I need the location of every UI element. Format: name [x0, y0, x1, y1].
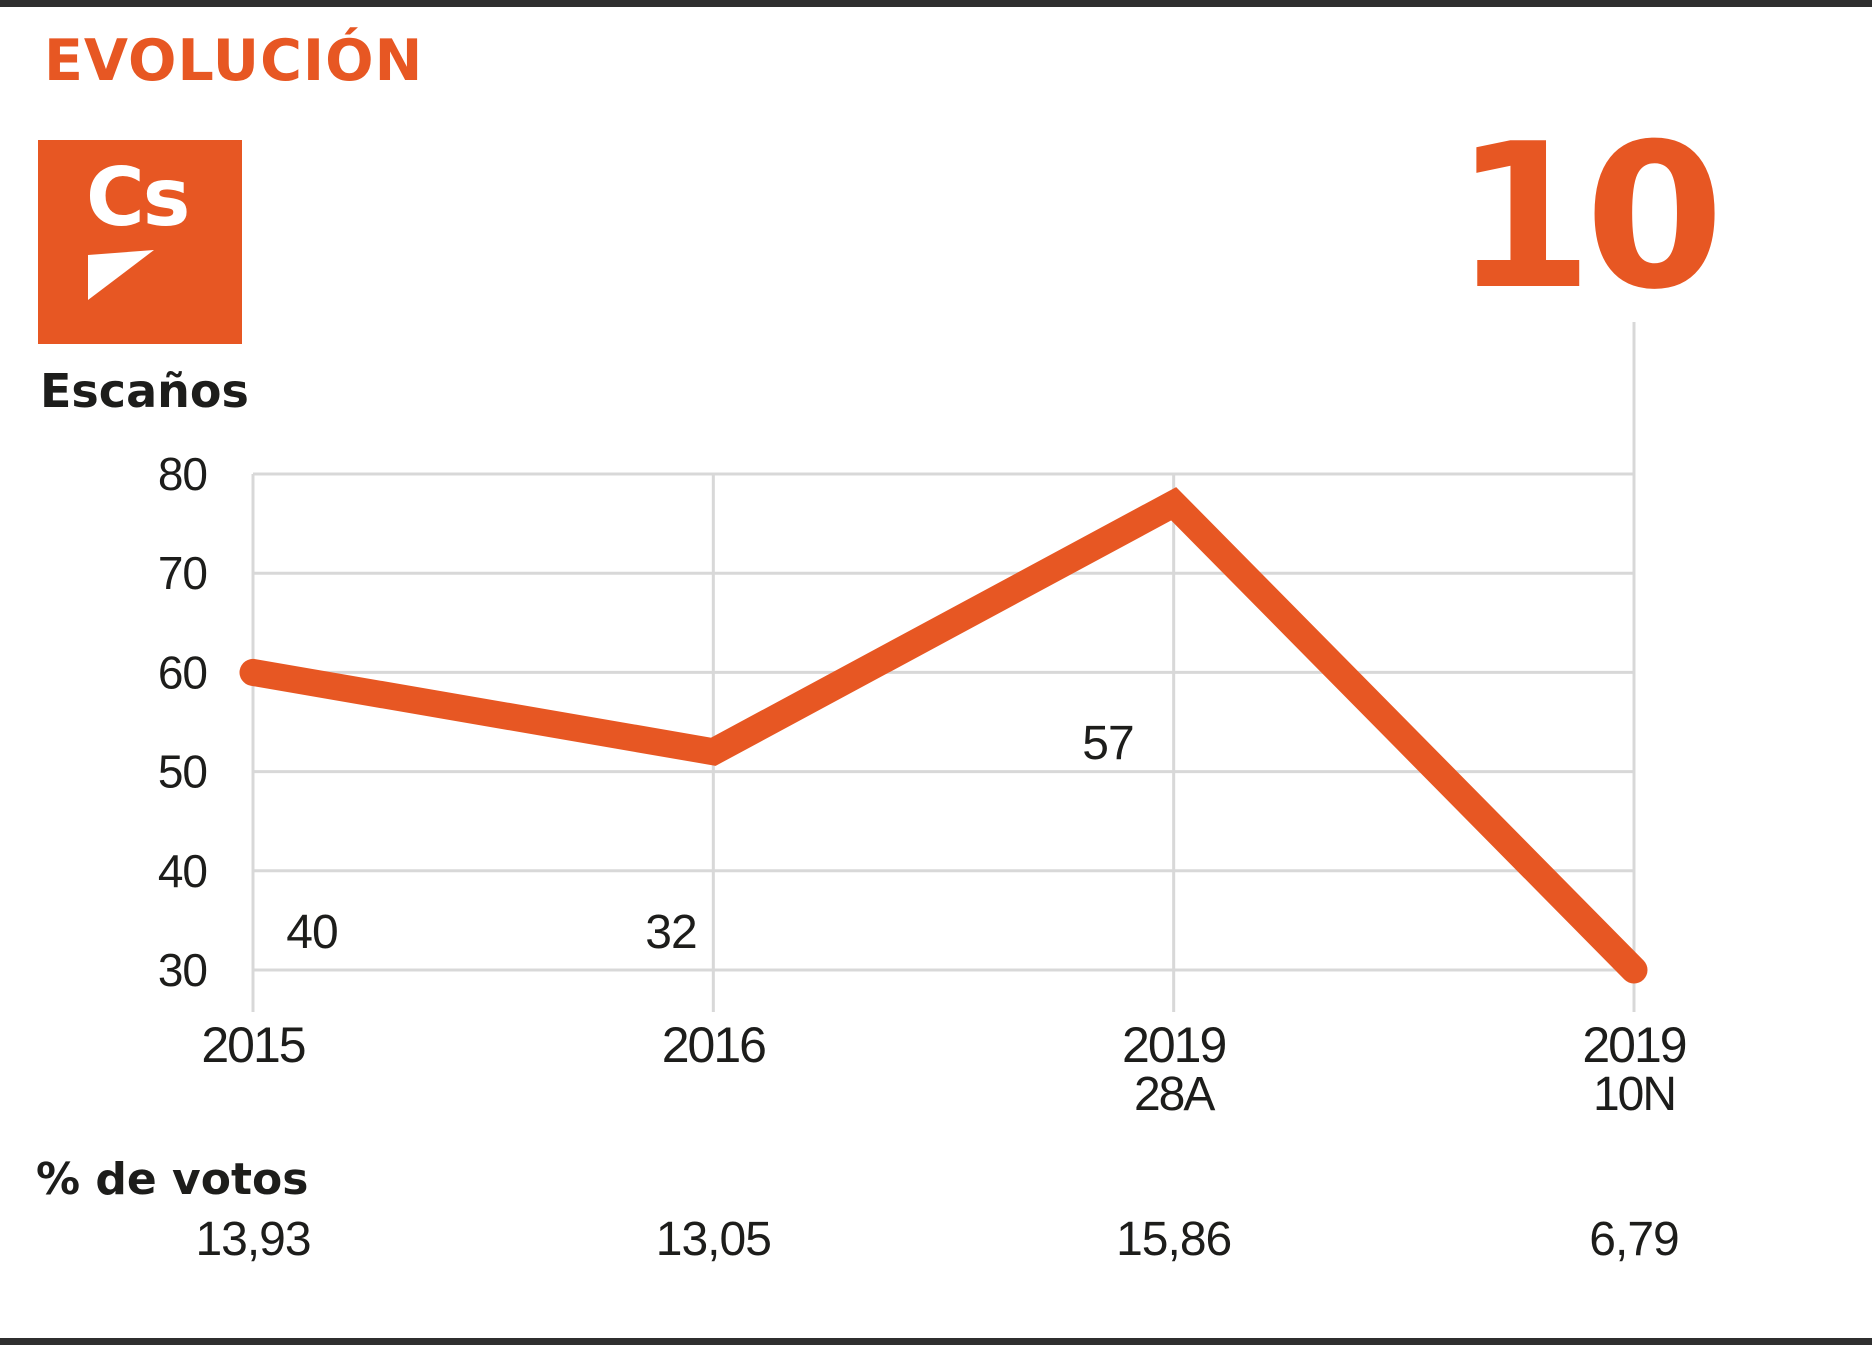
y-axis-tick-label: 30 [158, 944, 207, 996]
top-border [0, 0, 1872, 7]
cs-logo-text: Cs [86, 151, 190, 244]
x-axis-label: 2016 [662, 1017, 765, 1073]
x-axis-label: 2019 [1582, 1017, 1685, 1073]
y-axis-tick-label: 50 [158, 746, 207, 798]
x-axis-sublabel: 28A [1134, 1068, 1215, 1121]
bottom-border [0, 1338, 1872, 1345]
seat-value-label: 32 [645, 906, 696, 959]
votes-section-title: % de votos [36, 1154, 309, 1205]
page-title: EVOLUCIÓN [44, 28, 424, 94]
vote-percentage-value: 6,79 [1589, 1213, 1679, 1266]
x-axis-label: 2015 [201, 1017, 304, 1073]
x-axis-label: 2019 [1122, 1017, 1225, 1073]
seats-axis-title: Escaños [40, 364, 249, 418]
y-axis-tick-label: 80 [158, 448, 207, 500]
y-axis-tick-label: 60 [158, 646, 207, 698]
vote-percentage-value: 13,05 [655, 1213, 772, 1266]
seats-line [239, 487, 1648, 984]
cs-party-logo: Cs [38, 140, 242, 344]
y-axis-tick-label: 70 [158, 547, 207, 599]
x-axis-sublabel: 10N [1593, 1068, 1675, 1121]
vote-percentage-value: 13,93 [195, 1213, 311, 1266]
seat-value-label: 40 [286, 906, 337, 959]
final-seats-number: 10 [1453, 101, 1724, 334]
y-axis-tick-label: 40 [158, 845, 207, 897]
vote-percentage-value: 15,86 [1116, 1213, 1232, 1266]
seat-value-label: 57 [1082, 717, 1133, 770]
